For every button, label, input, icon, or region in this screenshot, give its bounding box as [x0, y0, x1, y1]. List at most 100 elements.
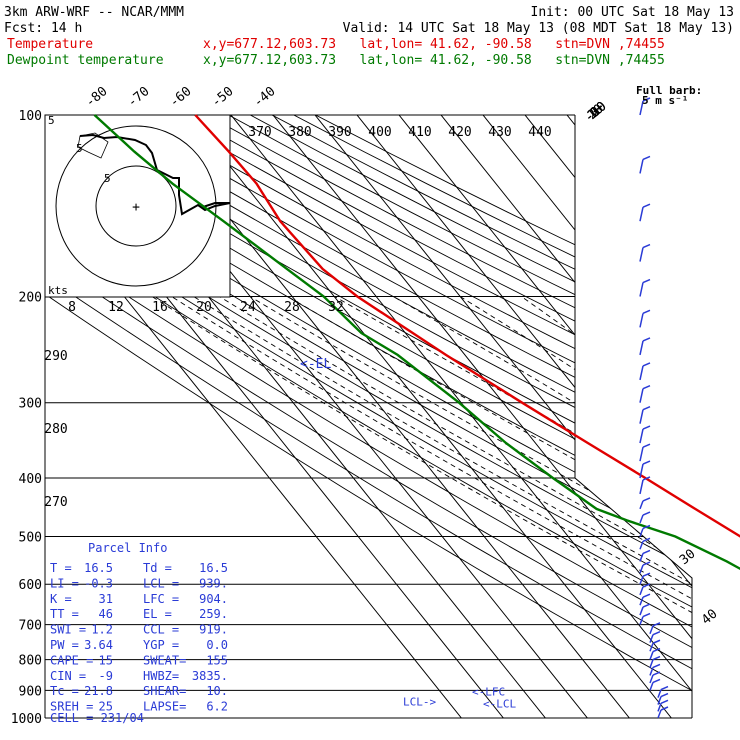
wind-barb-flag [642, 278, 651, 284]
dry-adiabat-250 [45, 115, 692, 718]
wind-barb-staff [639, 313, 644, 328]
dewpoint-trace [93, 114, 740, 571]
pressure-label-400: 400 [19, 472, 42, 487]
wind-barb-staff [649, 667, 654, 676]
isotherm-label--40: -40 [251, 84, 279, 111]
theta-label-400: 400 [368, 125, 391, 140]
wind-barb-staff [639, 596, 644, 606]
parcel-info-title: Parcel Info [88, 541, 167, 555]
parcel-row-a-value: 25 [99, 700, 113, 714]
parcel-row-b-label: YGP = [143, 638, 179, 652]
wind-barb-flag [642, 572, 651, 577]
hodograph-speed-tick-8: 8 [68, 300, 76, 315]
isotherm--60 [188, 115, 672, 718]
wind-barb-flag [642, 612, 651, 618]
parcel-row-a-value: 3.64 [84, 638, 113, 652]
hodograph-inner-loop [77, 132, 109, 159]
wind-barb-flag [652, 622, 661, 627]
wind-barb-flag [652, 630, 661, 636]
pressure-label-300: 300 [19, 397, 42, 412]
forecast-hour: Fcst: 14 h [4, 21, 82, 36]
dry-adiabat-400 [163, 115, 692, 718]
theta-label-370: 370 [248, 125, 271, 140]
dry-adiabat-350 [54, 115, 692, 718]
dry-adiabat-330 [45, 115, 692, 718]
marker-lcl-right: <-LCL [483, 698, 516, 711]
wind-barb-staff [639, 388, 644, 403]
hodograph-speed-tick-12: 12 [108, 300, 124, 315]
parcel-row-b-label: EL = [143, 607, 172, 621]
moist-adiabat-0 [193, 296, 692, 718]
parcel-row-b-label: CCL = [143, 623, 179, 637]
parcel-row-a-value: 16.5 [84, 561, 113, 575]
wind-barb-staff [649, 634, 654, 643]
theta-label-270: 270 [44, 495, 67, 510]
hodograph-speed-tick-20: 20 [196, 300, 212, 315]
hodograph-ring-1 [95, 165, 177, 247]
dry-adiabat-260 [45, 115, 692, 718]
wind-barb-staff [639, 340, 644, 356]
parcel-row-a-label: CIN = [50, 669, 86, 683]
wind-barb-staff [657, 689, 662, 698]
barb-legend-title: Full barb: [636, 84, 702, 97]
parcel-row-b-value: 904. [199, 592, 228, 606]
pressure-label-800: 800 [19, 654, 42, 669]
isobar-lines [45, 114, 692, 719]
wind-barb-flag [642, 385, 651, 390]
hodograph-ring-label: 5 [104, 172, 111, 185]
wind-barb-staff [639, 514, 644, 524]
isotherm-0 [440, 115, 692, 718]
parcel-row-b-value: 0.0 [206, 638, 228, 652]
wind-barb-flag [642, 337, 651, 342]
dry-adiabat-360 [76, 115, 692, 718]
temperature-trace [194, 114, 740, 538]
legend-temperature-name: Temperature [7, 37, 93, 52]
parcel-row-a-value: 31 [99, 592, 113, 606]
parcel-row-a-value: -9 [99, 669, 113, 683]
dry-adiabat-230 [45, 115, 692, 718]
parcel-row-a-label: SREH = [50, 700, 93, 714]
wind-barb-staff [639, 500, 644, 510]
wind-barb-staff [639, 247, 644, 262]
dry-adiabat-410 [184, 115, 692, 718]
pressure-label-900: 900 [19, 684, 42, 699]
hodograph-speed-tick-16: 16 [152, 300, 168, 315]
moist-adiabat-15 [287, 296, 692, 718]
parcel-row-a-label: TT = [50, 607, 79, 621]
theta-label-420: 420 [448, 125, 471, 140]
dry-adiabat-280 [45, 115, 692, 718]
parcel-row-a-label: PW = [50, 638, 79, 652]
parcel-row-b-label: LFC = [143, 592, 179, 606]
isotherm-10 [482, 115, 692, 718]
parcel-row-b-value: 16.5 [199, 561, 228, 575]
hodograph-ring-label: 5 [48, 114, 55, 127]
parcel-row-b-value: 939. [199, 576, 228, 590]
wind-barb-flag [652, 655, 661, 661]
wind-barb-flag [642, 497, 651, 502]
wind-barb-flag [642, 362, 651, 367]
wind-barb-flag [642, 511, 651, 516]
wind-barbs [639, 97, 669, 719]
wind-barb-staff [639, 540, 644, 550]
isotherm--30 [314, 115, 692, 718]
wind-barb-flag [642, 537, 651, 542]
wind-barb-staff [649, 651, 654, 660]
wind-barb-flag [660, 685, 669, 691]
theta-label-280: 280 [44, 422, 67, 437]
isotherm-40 [608, 115, 692, 718]
parcel-row-b-label: Td = [143, 561, 172, 575]
parcel-row-b-label: SHEAR= [143, 684, 186, 698]
model-title: 3km ARW-WRF -- NCAR/MMM [4, 5, 184, 20]
wind-barb-flag [642, 155, 651, 161]
wind-barb-staff [639, 586, 644, 596]
theta-label-440: 440 [528, 125, 551, 140]
pressure-label-600: 600 [19, 578, 42, 593]
wind-barb-staff [639, 564, 644, 574]
wind-barb-flag [642, 309, 651, 315]
moist-adiabat-20 [334, 296, 692, 718]
isotherm-label-40: 40 [699, 607, 721, 629]
parcel-row-b-value: 155 [206, 653, 228, 667]
parcel-row-a-label: Tc = [50, 684, 79, 698]
parcel-row-b-label: LAPSE= [143, 700, 186, 714]
wind-barb-staff [639, 616, 644, 625]
